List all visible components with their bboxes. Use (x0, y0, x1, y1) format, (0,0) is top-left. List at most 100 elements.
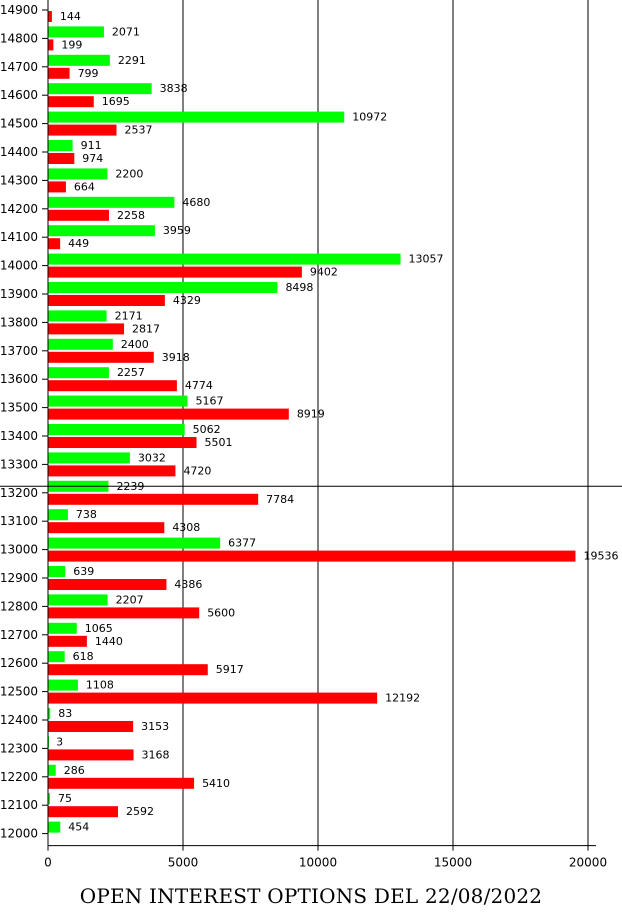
y-tick-label: 13500 (0, 401, 38, 415)
data-label-red: 5600 (207, 606, 235, 619)
y-tick-label: 12100 (0, 798, 38, 812)
y-tick-label: 13600 (0, 372, 38, 386)
data-label-red: 4774 (185, 379, 213, 392)
bar-green (48, 253, 401, 265)
y-tick-label: 14000 (0, 259, 38, 273)
y-tick-label: 14100 (0, 230, 38, 244)
bar-green (48, 395, 188, 407)
data-label-green: 1108 (86, 679, 114, 692)
x-tick-label: 20000 (569, 856, 607, 870)
bar-green (48, 764, 56, 776)
bar-green (48, 111, 345, 123)
data-label-green: 2291 (118, 54, 146, 67)
data-label-red: 5501 (205, 436, 233, 449)
x-tick-label: 5000 (168, 856, 199, 870)
bar-red (48, 67, 70, 79)
data-label-green: 4680 (182, 196, 210, 209)
data-label-red: 2258 (117, 209, 145, 222)
data-label-green: 5062 (193, 423, 221, 436)
bar-green (48, 310, 107, 322)
y-tick-label: 12600 (0, 656, 38, 670)
data-label-green: 738 (76, 508, 97, 521)
y-tick-label: 14800 (0, 31, 38, 45)
bar-red (48, 721, 134, 732)
bar-red (48, 579, 167, 590)
bar-green (48, 452, 130, 464)
data-label-red: 144 (60, 10, 81, 23)
y-tick-label: 12200 (0, 770, 38, 784)
data-label-green: 3 (56, 735, 63, 748)
data-label-green: 3838 (160, 82, 188, 95)
data-label-green: 5167 (196, 395, 224, 408)
data-label-red: 4720 (183, 464, 211, 477)
data-label-red: 2592 (126, 805, 154, 818)
data-label-green: 286 (64, 764, 85, 777)
bar-red (48, 209, 109, 221)
x-tick-label: 10000 (299, 856, 337, 870)
data-label-green: 639 (73, 565, 94, 578)
y-tick-label: 13800 (0, 315, 38, 329)
data-label-red: 3918 (162, 351, 190, 364)
data-label-green: 3032 (138, 451, 166, 464)
bar-red (48, 11, 52, 22)
data-label-green: 10972 (352, 111, 387, 124)
x-tick-label: 0 (44, 856, 52, 870)
data-label-red: 8919 (297, 408, 325, 421)
data-label-green: 75 (58, 792, 72, 805)
data-label-green: 2071 (112, 25, 140, 38)
data-label-red: 2817 (132, 322, 160, 335)
bar-green (48, 26, 104, 38)
data-label-green: 3959 (163, 224, 191, 237)
bar-red (48, 408, 289, 420)
data-label-red: 799 (78, 67, 99, 80)
data-label-red: 3153 (141, 720, 169, 733)
data-label-red: 2537 (124, 124, 152, 137)
bar-red (48, 635, 87, 647)
y-tick-label: 14500 (0, 117, 38, 131)
bar-green (48, 83, 152, 95)
bar-green (48, 424, 185, 435)
data-label-red: 4386 (174, 578, 202, 591)
bar-green (48, 196, 175, 208)
bar-red (48, 380, 177, 392)
bar-red (48, 664, 208, 676)
data-label-red: 4329 (173, 294, 201, 307)
data-label-red: 199 (61, 38, 82, 51)
y-tick-label: 14400 (0, 145, 38, 159)
y-tick-label: 12800 (0, 599, 38, 613)
bar-red (48, 777, 195, 789)
data-label-green: 2257 (117, 366, 145, 379)
bar-green (48, 566, 66, 577)
data-label-green: 2400 (121, 338, 149, 351)
bar-green (48, 54, 110, 66)
bar-red (48, 692, 378, 704)
data-label-green: 2200 (115, 167, 143, 180)
data-label-green: 8498 (285, 281, 313, 294)
bar-red (48, 493, 259, 505)
bar-green (48, 225, 155, 237)
bar-red (48, 465, 176, 477)
bar-red (48, 323, 125, 335)
bar-green (48, 367, 109, 379)
y-tick-label: 12500 (0, 685, 38, 699)
data-label-red: 974 (82, 152, 103, 165)
bar-red (48, 39, 54, 51)
y-tick-label: 13400 (0, 429, 38, 443)
data-label-red: 5410 (202, 777, 230, 790)
bar-green (48, 594, 108, 606)
bar-green (48, 537, 221, 549)
y-tick-label: 12000 (0, 827, 38, 841)
data-label-green: 1065 (85, 622, 113, 635)
bar-red (48, 96, 94, 108)
bar-red (48, 124, 117, 136)
bar-green (48, 140, 73, 151)
y-tick-label: 12700 (0, 628, 38, 642)
data-label-green: 454 (68, 821, 89, 834)
bar-green (48, 622, 77, 634)
data-label-green: 6377 (228, 537, 256, 550)
bar-green (48, 651, 65, 663)
data-label-red: 449 (68, 237, 89, 250)
bar-red (48, 295, 165, 306)
bar-green (48, 168, 108, 180)
